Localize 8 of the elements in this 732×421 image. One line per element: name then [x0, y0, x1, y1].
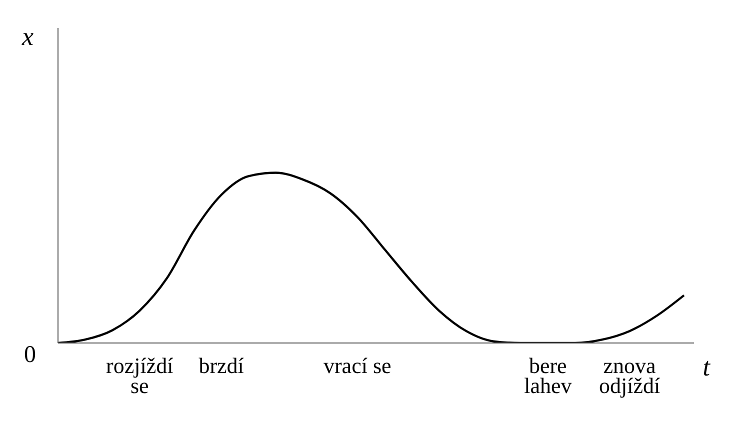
x-tick-label: vrací se	[323, 353, 392, 378]
x-axis-title: t	[702, 352, 711, 382]
x-tick-label: rozjíždí se	[106, 353, 174, 398]
x-tick-label: bere lahev	[524, 353, 572, 398]
x-tick-label: brzdí	[198, 353, 244, 378]
x-tick-label: znova odjíždí	[599, 353, 660, 398]
text: 0	[24, 342, 36, 369]
y-axis-title: x	[22, 22, 34, 52]
